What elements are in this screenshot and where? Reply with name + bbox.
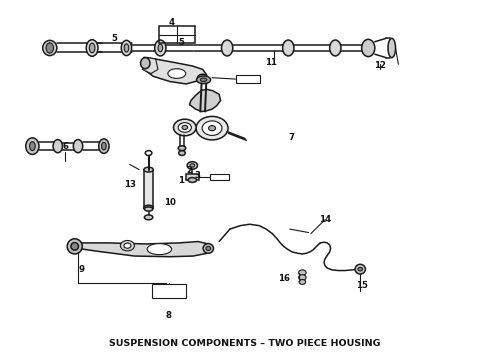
Polygon shape	[144, 57, 206, 84]
Ellipse shape	[209, 126, 216, 131]
Ellipse shape	[121, 240, 134, 251]
Ellipse shape	[182, 125, 188, 130]
Ellipse shape	[74, 140, 83, 153]
Ellipse shape	[206, 246, 211, 251]
Ellipse shape	[221, 40, 233, 56]
Ellipse shape	[145, 207, 153, 211]
Ellipse shape	[298, 270, 306, 275]
Ellipse shape	[43, 40, 57, 55]
Ellipse shape	[358, 267, 363, 271]
Bar	[152, 284, 186, 298]
Ellipse shape	[86, 40, 98, 56]
Ellipse shape	[155, 40, 166, 56]
Ellipse shape	[355, 264, 366, 274]
Text: 1: 1	[178, 176, 185, 185]
Ellipse shape	[145, 150, 152, 156]
Ellipse shape	[101, 142, 106, 150]
Ellipse shape	[98, 139, 109, 153]
Ellipse shape	[89, 43, 95, 53]
Polygon shape	[143, 57, 158, 73]
Ellipse shape	[202, 121, 222, 135]
Text: 16: 16	[277, 274, 290, 283]
Ellipse shape	[187, 162, 197, 169]
Text: 15: 15	[356, 280, 368, 289]
Text: 3: 3	[194, 171, 200, 180]
Bar	[210, 175, 228, 180]
Ellipse shape	[53, 140, 63, 153]
Ellipse shape	[168, 69, 186, 78]
Bar	[159, 26, 195, 44]
Ellipse shape	[67, 239, 82, 254]
Ellipse shape	[124, 44, 129, 52]
Bar	[236, 75, 260, 83]
Ellipse shape	[145, 215, 153, 220]
Text: SUSPENSION COMPONENTS – TWO PIECE HOUSING: SUSPENSION COMPONENTS – TWO PIECE HOUSIN…	[109, 339, 381, 348]
Text: 14: 14	[319, 215, 331, 224]
Ellipse shape	[188, 177, 196, 183]
Ellipse shape	[196, 76, 211, 84]
Ellipse shape	[144, 167, 153, 172]
Ellipse shape	[179, 150, 185, 156]
Ellipse shape	[203, 244, 214, 253]
Ellipse shape	[122, 40, 132, 55]
Ellipse shape	[200, 78, 207, 81]
Ellipse shape	[388, 38, 395, 58]
Ellipse shape	[141, 58, 150, 69]
Ellipse shape	[158, 44, 163, 52]
Text: 9: 9	[78, 265, 84, 274]
Ellipse shape	[178, 146, 186, 150]
Ellipse shape	[26, 138, 39, 154]
Ellipse shape	[46, 43, 53, 53]
Text: 5: 5	[178, 38, 184, 47]
Polygon shape	[190, 89, 220, 112]
Ellipse shape	[178, 123, 192, 132]
Ellipse shape	[197, 74, 208, 82]
Ellipse shape	[147, 244, 172, 255]
Ellipse shape	[298, 275, 306, 280]
Ellipse shape	[283, 40, 294, 56]
Ellipse shape	[173, 119, 196, 136]
Text: 12: 12	[374, 62, 387, 71]
Ellipse shape	[124, 243, 131, 248]
Text: 11: 11	[265, 58, 277, 67]
Polygon shape	[186, 175, 199, 180]
Ellipse shape	[71, 243, 78, 250]
Polygon shape	[144, 170, 153, 208]
Text: 13: 13	[124, 180, 136, 189]
Text: 2: 2	[187, 166, 193, 175]
Ellipse shape	[29, 141, 35, 150]
Polygon shape	[70, 242, 212, 257]
Text: 8: 8	[166, 311, 172, 320]
Ellipse shape	[196, 116, 228, 140]
Ellipse shape	[330, 40, 341, 56]
Text: 10: 10	[164, 198, 176, 207]
Ellipse shape	[362, 39, 375, 57]
Ellipse shape	[144, 205, 153, 210]
Ellipse shape	[299, 279, 306, 284]
Text: 6: 6	[62, 142, 68, 151]
Text: 4: 4	[169, 18, 175, 27]
Ellipse shape	[190, 164, 195, 167]
Text: 7: 7	[288, 133, 294, 142]
Text: 5: 5	[111, 35, 117, 44]
